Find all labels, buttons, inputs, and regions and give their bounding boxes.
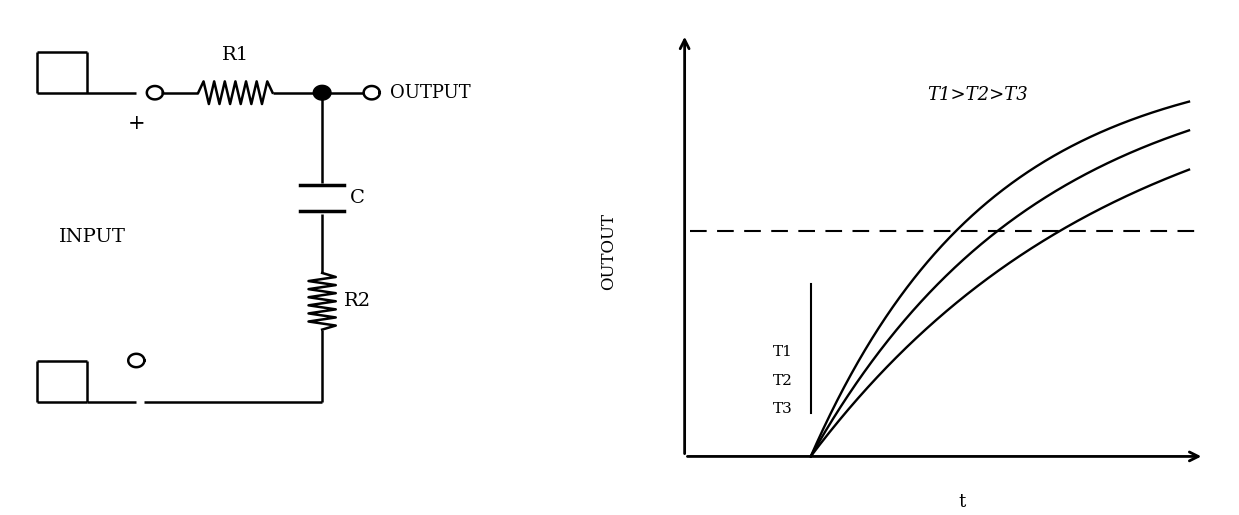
Text: T2: T2 (773, 373, 793, 388)
Text: T1: T1 (773, 345, 793, 359)
Text: +: + (128, 114, 145, 133)
Polygon shape (313, 85, 331, 100)
Text: T3: T3 (773, 402, 793, 416)
Text: OUTPUT: OUTPUT (390, 84, 471, 101)
Text: R1: R1 (222, 46, 249, 64)
Text: R2: R2 (344, 293, 370, 310)
Text: OUTOUT: OUTOUT (601, 213, 617, 290)
Text: C: C (349, 190, 366, 207)
Text: t: t (959, 492, 965, 510)
Text: T1>T2>T3: T1>T2>T3 (927, 87, 1027, 105)
Text: INPUT: INPUT (59, 228, 126, 246)
